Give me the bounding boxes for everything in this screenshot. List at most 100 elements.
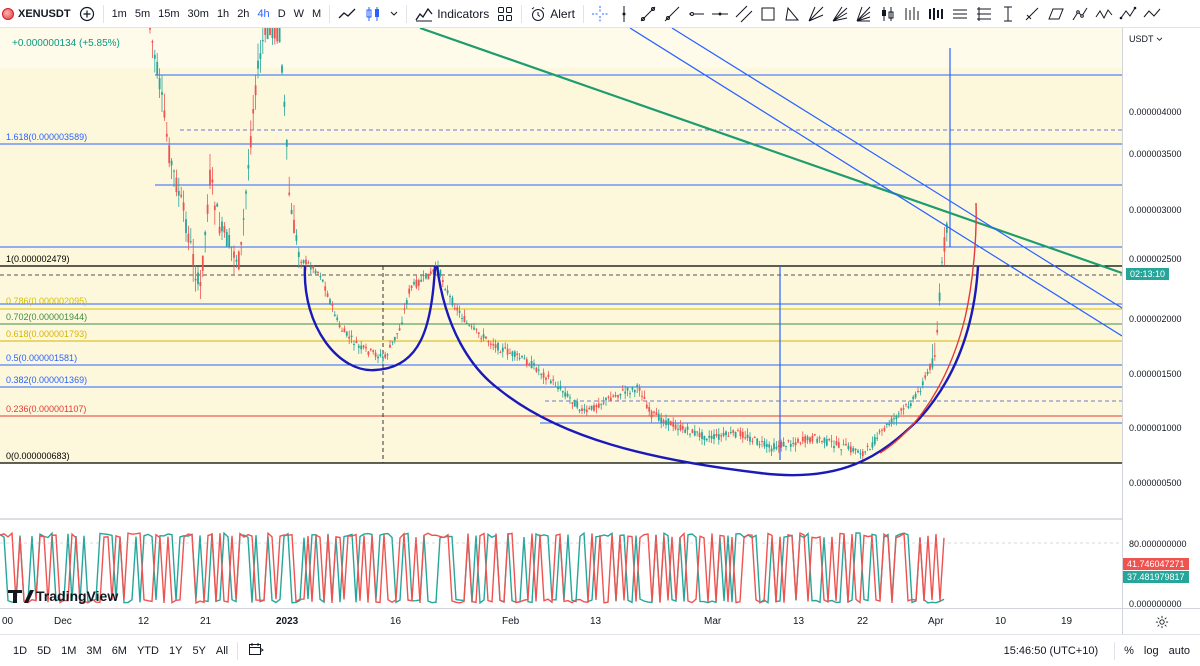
range-1d[interactable]: 1D	[13, 644, 28, 657]
fib-fan-tool[interactable]	[828, 0, 852, 27]
stoch-rsi-oscillator	[0, 531, 945, 605]
compare-symbol-button[interactable]	[75, 0, 99, 27]
horizontal-ray-tool[interactable]	[684, 0, 708, 27]
vertical-line-tool[interactable]	[612, 0, 636, 27]
range-1y[interactable]: 1Y	[168, 644, 183, 657]
range-1m[interactable]: 1M	[61, 644, 77, 657]
path-tool[interactable]	[1068, 0, 1092, 27]
price-range-tool[interactable]	[996, 0, 1020, 27]
symbol-search-button[interactable]: XENUSDT	[0, 0, 75, 27]
timeframe-2h[interactable]: 2h	[237, 7, 250, 20]
timeframe-1m[interactable]: 1m	[111, 7, 127, 20]
chart-type-button[interactable]	[334, 0, 360, 27]
timeframe-1h[interactable]: 1h	[216, 7, 230, 20]
cycle-lines-tool[interactable]	[1140, 0, 1164, 27]
currency-dropdown[interactable]: USDT	[1129, 34, 1163, 44]
toolbar-divider	[102, 4, 104, 23]
elliott-wave-tool[interactable]	[1116, 0, 1140, 27]
candle-body	[672, 421, 675, 427]
log-scale-toggle[interactable]: log	[1143, 644, 1159, 657]
range-5d[interactable]: 5D	[37, 644, 52, 657]
clock-time[interactable]: 15:46:50 (UTC+10)	[1003, 644, 1099, 657]
candle-body	[439, 270, 442, 276]
tradingview-watermark	[8, 590, 34, 603]
fib-extension-tool[interactable]	[972, 0, 996, 27]
trend-line-tool[interactable]	[636, 0, 660, 27]
auto-scale-toggle[interactable]: auto	[1168, 644, 1190, 657]
candle-body	[941, 261, 943, 263]
candle-body	[629, 393, 631, 395]
candle-body	[684, 429, 687, 433]
toolbar-divider	[582, 4, 584, 23]
range-6m[interactable]: 6M	[111, 644, 127, 657]
green-trend-line	[419, 28, 1122, 275]
chart-type-dropdown[interactable]	[386, 0, 402, 27]
timeframe-30m[interactable]: 30m	[187, 7, 209, 20]
xabcd-pattern-tool[interactable]	[1092, 0, 1116, 27]
timeframe-w[interactable]: W	[293, 7, 305, 20]
triangle-tool[interactable]	[780, 0, 804, 27]
candle-body	[665, 420, 667, 425]
crosshair-tool[interactable]	[588, 0, 612, 27]
candle-body	[321, 279, 324, 282]
candle-body	[228, 234, 231, 247]
price-chart-canvas[interactable]	[0, 28, 1122, 608]
alert-button[interactable]: Alert	[526, 0, 579, 27]
range-5y[interactable]: 5Y	[192, 644, 206, 657]
fib-label-0618: 0.618(0.000001793)	[6, 329, 88, 339]
indicators-label: Indicators	[437, 6, 490, 21]
timeframe-4h[interactable]: 4h	[257, 7, 270, 20]
candle-body	[773, 443, 775, 450]
timeframe-5m[interactable]: 5m	[134, 7, 151, 20]
timeframe-15m[interactable]: 15m	[158, 7, 180, 20]
bars-pattern-tool[interactable]	[900, 0, 924, 27]
time-axis-settings[interactable]	[1122, 608, 1200, 634]
candle-body	[729, 431, 732, 433]
parallelogram-tool[interactable]	[1044, 0, 1068, 27]
ghost-feed-tool[interactable]	[924, 0, 948, 27]
range-3m[interactable]: 3M	[86, 644, 102, 657]
brush-tool[interactable]	[1020, 0, 1044, 27]
horizontal-line-tool[interactable]	[708, 0, 732, 27]
range-ytd[interactable]: YTD	[136, 644, 159, 657]
range-all[interactable]: All	[215, 644, 229, 657]
ray-tool[interactable]	[660, 0, 684, 27]
timeframe-m[interactable]: M	[312, 7, 322, 20]
gann-fan-tool[interactable]	[852, 0, 876, 27]
parallel-channel-tool[interactable]	[732, 0, 756, 27]
candle-body	[936, 329, 939, 333]
oscillator-line	[0, 531, 945, 605]
candle-body	[876, 437, 879, 440]
date-range-button[interactable]	[242, 642, 270, 659]
text-lines-tool[interactable]	[948, 0, 972, 27]
blue-trend-line-1	[629, 28, 1122, 337]
rectangle-tool[interactable]	[756, 0, 780, 27]
price-scale[interactable]: USDT 0.000004000 0.000003500 0.000003000…	[1122, 28, 1200, 609]
candle-type-button[interactable]	[360, 0, 386, 27]
templates-button[interactable]	[493, 0, 517, 27]
fib-circles-tool[interactable]	[804, 0, 828, 27]
time-axis[interactable]: 00 Dec 12 21 2023 16 Feb 13 Mar 13 22 Ap…	[0, 608, 1122, 634]
candle-body	[857, 450, 859, 453]
candle-body	[588, 408, 591, 410]
fib-label-1618: 1.618(0.000003589)	[6, 132, 88, 142]
candle-body	[276, 28, 279, 42]
candle-body	[537, 369, 540, 371]
candle-body	[403, 308, 406, 310]
candle-body	[782, 441, 785, 447]
candle-body	[511, 351, 514, 357]
candle-body	[777, 445, 780, 447]
candle-body	[175, 177, 178, 193]
chart-pane[interactable]: +0.000000134 (+5.85%) 1.618(0.000003589)…	[0, 28, 1122, 608]
indicators-button[interactable]: Indicators	[411, 0, 493, 27]
percent-scale-toggle[interactable]: %	[1124, 644, 1134, 657]
line-chart-icon	[338, 8, 356, 18]
long-position-tool[interactable]	[876, 0, 900, 27]
candle-body	[465, 322, 468, 324]
candle-body	[549, 380, 552, 384]
timeframe-d[interactable]: D	[277, 7, 286, 20]
candle-body	[300, 261, 303, 263]
candle-body	[360, 345, 363, 350]
candle-body	[365, 346, 367, 349]
fib-extension-icon	[976, 6, 991, 21]
